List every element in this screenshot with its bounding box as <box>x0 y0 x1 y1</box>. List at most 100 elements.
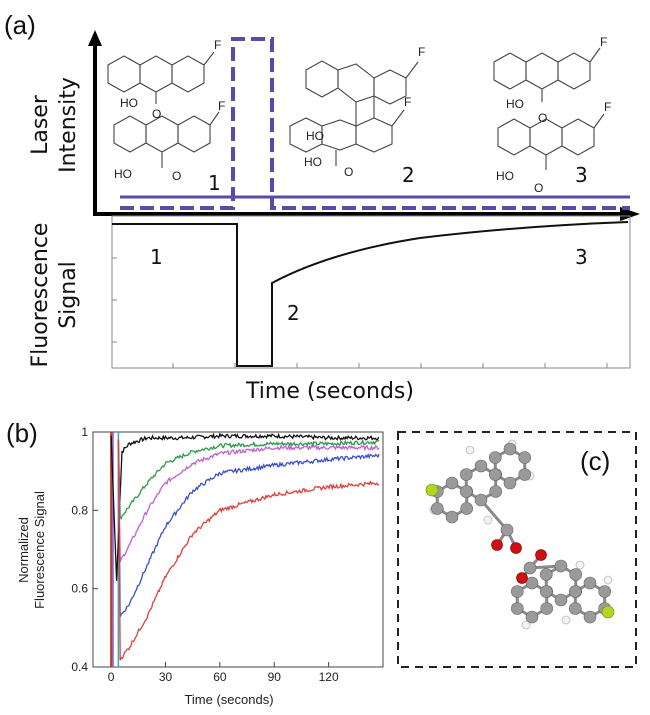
upper-ring2-c0 <box>489 485 503 498</box>
upper-ring2-c1 <box>474 493 488 507</box>
lower-ring2-c4 <box>554 559 568 573</box>
lower-ring3-c1 <box>583 610 597 624</box>
oxygen-atom-3 <box>535 549 547 561</box>
panel-b-y-label-line1: Normalized <box>16 517 31 583</box>
stage-3-bottom: 3 <box>575 245 588 269</box>
hydrogen-atom-0 <box>465 445 475 455</box>
fluorine-atom-3b: F <box>604 100 611 114</box>
fluorescence-label-line1: Fluorescence <box>28 223 53 368</box>
oxygen-3b: O <box>534 181 543 195</box>
oxygen-atom-1 <box>510 542 522 554</box>
lower-ring2-c1 <box>554 593 568 607</box>
molecule-stage3-bottom: F HO O <box>496 100 611 195</box>
hydroxyl-2a: HO <box>306 129 324 143</box>
x-tick-label-0: 0 <box>108 670 115 684</box>
panel-b: (b) 0 30 60 90 120 0.4 0.6 0.8 1 Normalized Fluo… <box>6 418 384 707</box>
ball-and-stick-dimer <box>425 439 615 630</box>
upper-ring1-c0 <box>460 502 474 515</box>
panel-b-x-label: Time (seconds) <box>184 692 273 707</box>
molecule-stage1-bottom: F HO O <box>113 99 225 183</box>
stage-2-top: 2 <box>402 163 415 187</box>
y-tick-label-3: 1 <box>81 425 88 439</box>
upper-ring2-c2 <box>459 485 473 498</box>
fluorescence-trace <box>112 221 629 367</box>
upper-ring1-c1 <box>445 510 459 524</box>
oxygen-2: O <box>344 165 353 179</box>
fluorescence-label-line2: Signal <box>56 261 81 329</box>
hydroxyl-2b: HO <box>304 155 322 169</box>
upper-ring1-c4 <box>445 476 459 490</box>
x-tick-label-1: 30 <box>159 670 173 684</box>
upper-ring2-c3 <box>459 468 473 481</box>
lower-ring2-c2 <box>539 585 553 598</box>
x-tick-label-3: 90 <box>268 670 282 684</box>
series-black <box>110 432 380 581</box>
lower-ring1-c3 <box>510 585 524 598</box>
panel-a-x-label: Time (seconds) <box>245 379 414 404</box>
series-magenta <box>117 439 380 563</box>
lower-ring3-c5 <box>598 585 612 598</box>
hydroxyl-3b: HO <box>496 169 514 183</box>
upper-ring2-c4 <box>474 459 488 473</box>
carboxyl-carbon-a <box>500 523 514 537</box>
laser-label-line2: Intensity <box>56 77 81 173</box>
stage-3-top: 3 <box>575 163 588 187</box>
hydroxyl-1b: HO <box>114 167 132 181</box>
y-axis-arrowhead <box>88 30 102 46</box>
laser-pulse-dashed <box>120 37 630 210</box>
signal-frame <box>111 215 631 369</box>
stage-2-bottom: 2 <box>287 301 300 325</box>
panel-c-frame <box>397 431 637 668</box>
lower-ring2-c5 <box>569 568 583 581</box>
panel-b-plot-frame <box>92 431 384 668</box>
frame-ticks <box>112 257 608 368</box>
y-tick-label-1: 0.6 <box>71 582 88 596</box>
fluorine-atom-1a: F <box>214 38 221 52</box>
panel-c-label: (c) <box>580 446 610 476</box>
stage-1-bottom: 1 <box>150 245 163 269</box>
oxygen-atom-0 <box>491 539 503 551</box>
molecule-stage1-top: F HO O <box>107 38 221 121</box>
hydrogen-atom-4 <box>483 515 493 525</box>
lower-ring3-c2 <box>568 602 582 615</box>
x-axis-arrowhead <box>620 207 640 221</box>
upper-ring3-c2 <box>488 468 502 481</box>
series-red <box>117 439 380 661</box>
hydroxyl-1a: HO <box>120 96 138 110</box>
series-blue <box>117 439 380 618</box>
lower-ring1-c1 <box>525 610 539 624</box>
upper-ring1-c2 <box>430 502 444 515</box>
carboxyl-carbon-b <box>523 561 537 575</box>
panel-b-ticks: 0 30 60 90 120 0.4 0.6 0.8 1 <box>71 425 339 684</box>
fluorine-atom-2b: F <box>404 95 411 109</box>
y-tick-label-0: 0.4 <box>71 660 88 674</box>
upper-ring3-c4 <box>503 442 517 456</box>
upper-ring3-c3 <box>488 451 502 464</box>
fluorine-atom-3a: F <box>600 35 607 49</box>
panel-c: (c) <box>397 431 637 668</box>
lower-ring1-c4 <box>525 576 539 590</box>
oxygen-atom-2 <box>516 572 528 584</box>
fluorine-atom-b <box>601 605 615 619</box>
fluorine-atom-1b: F <box>218 99 225 113</box>
upper-ring3-c0 <box>518 468 532 481</box>
panel-a: (a) Laser Intensity Fluorescence Signal … <box>4 10 640 404</box>
panel-a-label: (a) <box>4 10 36 40</box>
lower-ring1-c2 <box>510 602 524 615</box>
lower-ring2-c3 <box>539 568 553 581</box>
hydrogen-atom-6 <box>561 615 571 625</box>
lower-ring3-c3 <box>568 585 582 598</box>
molecule-stage3-top: F HO O <box>493 35 607 125</box>
hydrogen-atom-5 <box>521 620 531 630</box>
oxygen-1b: O <box>172 169 181 183</box>
hydrogen-atom-7 <box>603 575 613 585</box>
bond-36 <box>479 499 509 531</box>
panel-b-label: (b) <box>6 418 38 448</box>
upper-ring3-c1 <box>503 476 517 490</box>
stage-1-top: 1 <box>208 171 221 195</box>
oxygen-3a: O <box>538 111 547 125</box>
panel-b-y-label-line2: Fluorescence Signal <box>32 491 47 609</box>
oxygen-1a: O <box>152 107 161 121</box>
y-tick-label-2: 0.8 <box>71 503 88 517</box>
